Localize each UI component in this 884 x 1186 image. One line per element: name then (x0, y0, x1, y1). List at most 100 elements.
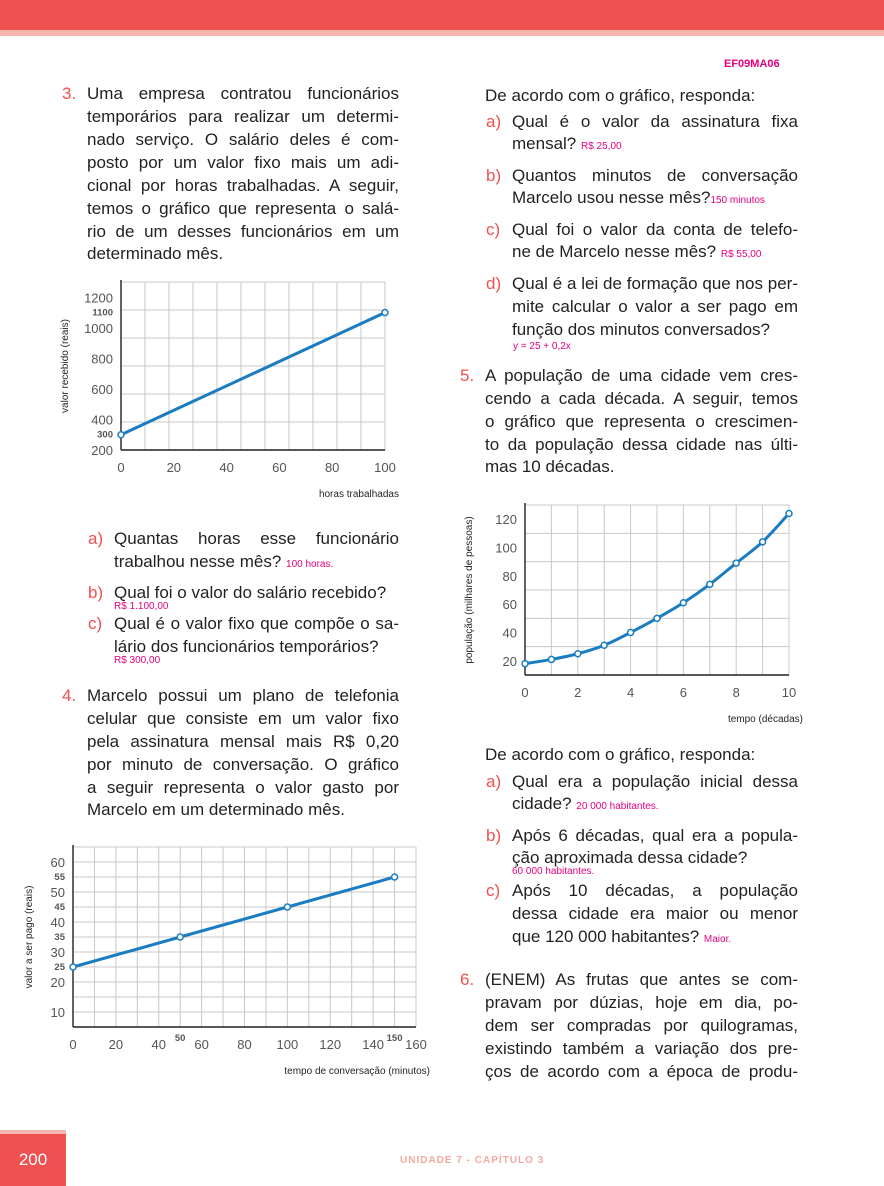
text-line: to da população dessa cidade nas últi- (485, 435, 798, 454)
top-banner-stripe (0, 30, 884, 36)
item-letter: c) (486, 220, 501, 239)
x-axis-label: tempo de conversação (minutos) (284, 1066, 430, 1077)
data-point (600, 641, 608, 649)
x-tick-label: 60 (194, 1037, 208, 1052)
x-tick-label: 0 (69, 1037, 76, 1052)
x-tick-label: 20 (167, 460, 181, 475)
x-tick-label: 140 (362, 1037, 384, 1052)
y-tick-label: 30 (51, 945, 65, 960)
x-tick-label: 4 (627, 685, 634, 700)
text-line: mas 10 décadas. (485, 457, 615, 476)
y-tick-label: 20 (51, 975, 65, 990)
data-point (69, 963, 77, 971)
y-axis-label: valor recebido (reais) (60, 319, 71, 413)
item-text: mensal? (512, 134, 577, 153)
data-point (732, 559, 740, 567)
y-tick-label: 100 (495, 541, 517, 556)
x-tick-label: 20 (109, 1037, 123, 1052)
item-text: Qual foi o valor do salário recebido? (114, 583, 387, 602)
chart-salary: 0 20 40 60 80 100 200 400 600 800 1000 1200 300 1100 h… (60, 280, 399, 500)
data-point (390, 873, 399, 881)
item-text: Quantos minutos de conversação (512, 166, 798, 185)
x-tick-label: 0 (521, 685, 528, 700)
question-number: 3. (62, 84, 77, 103)
page-number: 200 (18, 1150, 48, 1169)
y-highlight-tick: 55 (54, 872, 65, 883)
y-highlight-tick: 1100 (92, 308, 113, 319)
answer: 60 000 habitantes. (512, 866, 595, 877)
x-tick-label: 160 (405, 1037, 427, 1052)
y-highlight-tick: 300 (97, 430, 113, 441)
item-text: mite calcular o valor a ser pago em (512, 297, 798, 316)
question-number: 4. (62, 686, 77, 705)
item-text: Qual era a população inicial dessa (512, 772, 798, 791)
item-text: Qual foi o valor da conta de telefo- (512, 220, 798, 239)
y-tick-label: 80 (503, 569, 517, 584)
item-letter: b) (486, 166, 502, 185)
footer-unit: UNIDADE 7 - CAPÍTULO 3 (400, 1155, 545, 1166)
x-axis-label: horas trabalhadas (319, 489, 399, 500)
answer: R$ 300,00 (114, 655, 161, 666)
item-text-line: Marcelo usou nesse mês?150 minutos (512, 187, 812, 213)
item-letter: a) (88, 529, 104, 548)
x-tick-label: 80 (325, 460, 339, 475)
footer-stripe (0, 1130, 66, 1134)
item-letter: b) (88, 583, 104, 602)
item-letter: b) (486, 826, 502, 845)
y-tick-label: 400 (91, 412, 113, 427)
item-text: Qual é o valor fixo que compõe o sa- (114, 614, 399, 633)
answer: 20 000 habitantes. (576, 801, 659, 812)
data-point (283, 903, 292, 911)
item-text: Após 6 décadas, qual era a popula- (512, 826, 798, 845)
y-tick-label: 120 (495, 512, 517, 527)
text-line: pravam por dúzias, hoje em dia, po- (485, 993, 798, 1012)
item-text: que 120 000 habitantes? (512, 927, 700, 946)
answer: y = 25 + 0,2x (513, 341, 571, 352)
item-letter: d) (486, 274, 502, 293)
answer: R$ 55,00 (720, 249, 762, 260)
answer: R$ 25,00 (581, 141, 622, 152)
item-text-line: cidade? 20 000 habitantes. (512, 793, 812, 819)
y-tick-label: 40 (503, 626, 517, 641)
series-line (72, 875, 395, 969)
item-letter: a) (486, 112, 502, 131)
text-line: a seguir representa o valor gasto por (87, 778, 399, 797)
y-tick-label: 40 (51, 915, 65, 930)
data-point (653, 614, 661, 623)
intro-text: De acordo com o gráfico, responda: (485, 86, 756, 105)
y-highlight-tick: 25 (54, 962, 65, 973)
text-line: por minuto de conversação. O gráfico (87, 755, 399, 774)
text-line: o gráfico que representa o crescimen- (485, 412, 798, 431)
text-line: temos o gráfico que representa o salá- (87, 199, 399, 218)
question-number: 6. (460, 970, 475, 989)
y-tick-label: 50 (51, 885, 65, 900)
x-tick-label: 60 (272, 460, 286, 475)
item-text: função dos minutos conversados? (512, 320, 770, 339)
data-point (521, 659, 529, 668)
x-tick-label: 40 (152, 1037, 166, 1052)
text-line: determinado mês. (87, 244, 224, 263)
x-tick-label: 100 (277, 1037, 299, 1052)
item-text-line: trabalhou nesse mês? 100 horas. (114, 551, 404, 577)
top-banner (0, 0, 884, 30)
x-tick-label: 10 (782, 685, 796, 700)
text-line: ços de acordo com a época de produ- (485, 1062, 798, 1081)
data-point (785, 509, 793, 518)
x-highlight-tick: 50 (175, 1033, 186, 1044)
item-text: Qual é o valor da assinatura fixa (512, 112, 798, 131)
item-text: Quantas horas esse funcionário (114, 529, 399, 548)
y-tick-label: 600 (91, 382, 113, 397)
data-point (706, 580, 714, 589)
text-line: posto por um valor fixo mais um adi- (87, 153, 399, 172)
text-line: nado serviço. O salário deles é com- (87, 130, 399, 149)
text-line: Marcelo em um determinado mês. (87, 800, 345, 819)
y-tick-label: 20 (503, 654, 517, 669)
item-text: trabalhou nesse mês? (114, 552, 282, 571)
text-line: cendo a cada década. A seguir, temos (485, 389, 798, 408)
data-point (176, 933, 184, 941)
x-axis-label: tempo (décadas) (728, 714, 803, 725)
y-tick-label: 10 (51, 1005, 65, 1020)
item-text: ne de Marcelo nesse mês? (512, 242, 717, 261)
y-tick-label: 800 (91, 351, 113, 366)
text-line: (ENEM) As frutas que antes se com- (485, 970, 798, 989)
